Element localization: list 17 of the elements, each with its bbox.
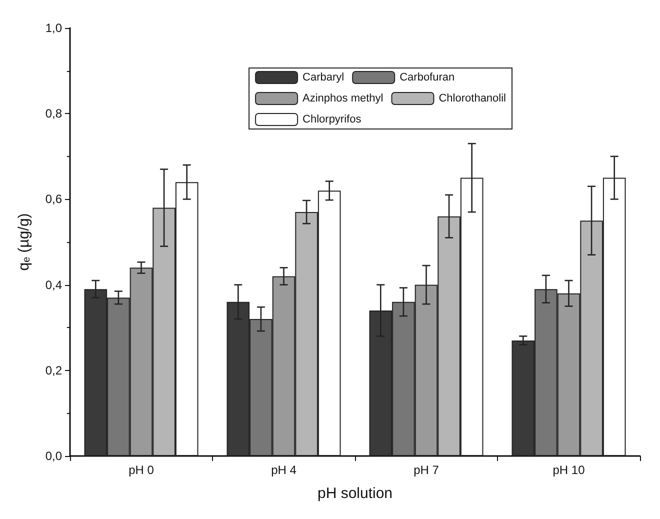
legend-label: Chlorpyrifos [302,114,362,126]
y-tick-label: 0,6 [45,192,62,206]
y-tick-label: 0,0 [45,449,62,463]
y-tick-label: 0,8 [45,106,62,121]
y-axis-title: qe (µg/g) [16,213,32,271]
legend-label: Carbofuran [400,72,455,84]
y-tick-label: 0,4 [45,278,62,292]
x-tick-label: pH 10 [552,463,586,477]
legend-label: Carbaryl [302,72,344,84]
x-axis-title: pH solution [317,485,393,502]
x-tick-label: pH 7 [414,463,440,477]
legend-label: Azinphos methyl [302,92,384,104]
legend-label: Chlorothanolil [438,92,506,104]
x-tick-label: pH 0 [128,463,154,477]
y-tick-label: 0,2 [45,363,62,378]
x-tick-label: pH 4 [271,463,297,477]
y-tick-label: 1,0 [45,21,62,35]
